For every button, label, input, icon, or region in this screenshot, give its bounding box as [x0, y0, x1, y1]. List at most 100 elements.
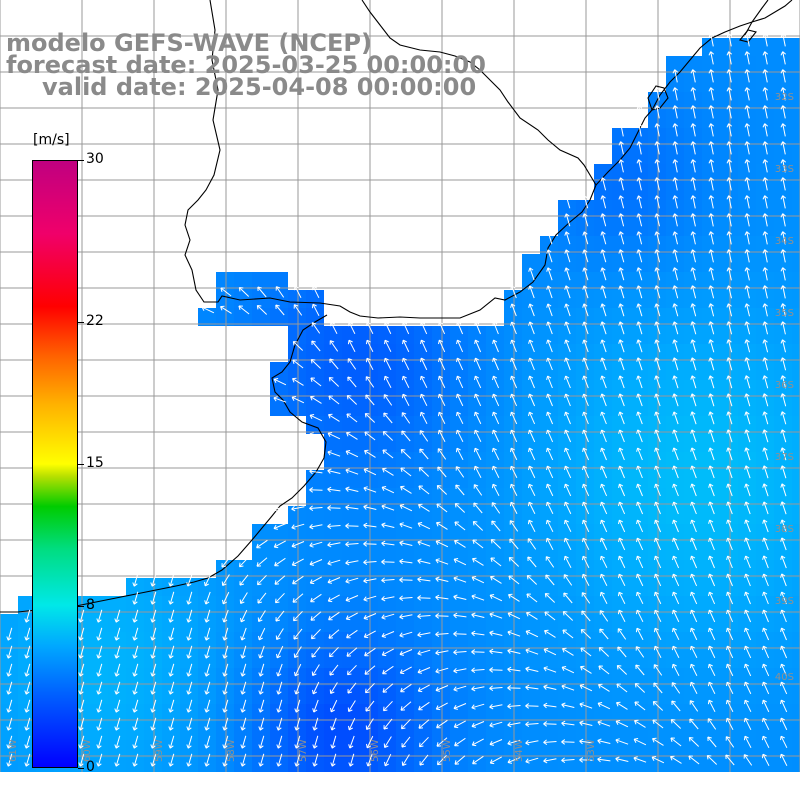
- wind-speed-cell: [540, 236, 558, 254]
- wind-arrow: [546, 483, 554, 497]
- wind-speed-cell: [486, 596, 504, 614]
- wind-arrow: [419, 411, 428, 425]
- wind-arrow: [672, 483, 679, 497]
- wind-arrow: [132, 681, 139, 695]
- wind-arrow: [618, 393, 625, 407]
- wind-arrow: [672, 87, 679, 101]
- wind-arrow: [472, 521, 484, 531]
- wind-speed-cell: [774, 488, 792, 506]
- wind-speed-cell: [558, 740, 576, 758]
- wind-arrow: [327, 450, 341, 457]
- wind-speed-cell: [90, 614, 108, 632]
- wind-speed-cell: [612, 704, 630, 722]
- wind-arrow: [690, 123, 697, 137]
- wind-arrow: [489, 594, 503, 602]
- wind-speed-cell: [738, 74, 756, 92]
- wind-arrow: [489, 612, 503, 619]
- wind-arrow: [366, 321, 374, 335]
- wind-speed-cell: [342, 632, 360, 650]
- wind-arrow: [670, 755, 682, 764]
- wind-speed-cell: [360, 416, 378, 434]
- wind-arrow: [636, 501, 644, 515]
- wind-speed-cell: [252, 632, 270, 650]
- wind-arrow: [780, 717, 788, 731]
- wind-speed-cell: [198, 614, 216, 632]
- wind-speed-cell: [756, 74, 774, 92]
- wind-speed-cell: [162, 596, 180, 614]
- wind-speed-cell: [756, 524, 774, 542]
- longitude-label: 57W: [298, 739, 309, 762]
- wind-speed-cell: [270, 632, 288, 650]
- wind-speed-cell: [180, 650, 198, 668]
- wind-speed-cell: [90, 758, 108, 776]
- wind-speed-cell: [306, 470, 324, 488]
- wind-speed-cell: [126, 632, 144, 650]
- wind-speed-cell: [558, 758, 576, 776]
- wind-speed-cell: [594, 362, 612, 380]
- wind-speed-cell: [540, 542, 558, 560]
- wind-speed-cell: [684, 632, 702, 650]
- wind-speed-cell: [594, 164, 612, 182]
- wind-arrow: [708, 573, 716, 587]
- wind-speed-cell: [684, 290, 702, 308]
- wind-arrow: [618, 357, 625, 371]
- wind-speed-cell: [360, 650, 378, 668]
- wind-speed-cell: [504, 344, 522, 362]
- wind-arrow: [220, 287, 232, 297]
- wind-speed-cell: [774, 218, 792, 236]
- wind-speed-cell: [324, 488, 342, 506]
- wind-arrow: [618, 465, 625, 479]
- wind-speed-cell: [396, 614, 414, 632]
- wind-speed-cell: [702, 218, 720, 236]
- wind-speed-cell: [216, 578, 234, 596]
- wind-speed-cell: [288, 632, 306, 650]
- wind-speed-cell: [612, 524, 630, 542]
- wind-arrow: [708, 645, 716, 659]
- wind-arrow: [150, 609, 157, 623]
- wind-arrow: [762, 105, 769, 119]
- wind-arrow: [222, 681, 229, 695]
- wind-arrow: [654, 573, 662, 587]
- wind-speed-cell: [684, 704, 702, 722]
- wind-speed-cell: [234, 686, 252, 704]
- wind-speed-cell: [288, 506, 306, 524]
- wind-speed-cell: [756, 362, 774, 380]
- wind-speed-cell: [216, 758, 234, 776]
- wind-speed-cell: [126, 758, 144, 776]
- wind-arrow: [168, 591, 175, 605]
- wind-arrow: [510, 447, 518, 461]
- wind-speed-cell: [630, 722, 648, 740]
- wind-arrow: [582, 429, 589, 443]
- wind-speed-cell: [612, 632, 630, 650]
- wind-speed-cell: [648, 146, 666, 164]
- wind-arrow: [672, 465, 679, 479]
- wind-speed-cell: [738, 362, 756, 380]
- wind-speed-cell: [792, 182, 800, 200]
- wind-arrow: [636, 123, 643, 137]
- wind-speed-cell: [378, 686, 396, 704]
- wind-arrow: [654, 411, 661, 425]
- wind-arrow: [256, 557, 268, 567]
- wind-arrow: [780, 537, 787, 551]
- wind-arrow: [636, 465, 643, 479]
- wind-arrow: [345, 523, 359, 529]
- wind-arrow: [471, 738, 484, 747]
- wind-arrow: [652, 737, 664, 746]
- wind-arrow: [708, 591, 716, 605]
- wind-speed-cell: [594, 542, 612, 560]
- wind-speed-cell: [288, 578, 306, 596]
- wind-speed-cell: [558, 614, 576, 632]
- wind-speed-cell: [540, 254, 558, 272]
- wind-speed-cell: [630, 578, 648, 596]
- wind-arrow: [636, 447, 643, 461]
- wind-arrow: [435, 649, 449, 656]
- wind-arrow: [311, 303, 320, 317]
- wind-arrow: [708, 555, 715, 569]
- wind-speed-cell: [342, 740, 360, 758]
- wind-speed-cell: [0, 740, 18, 758]
- wind-arrow: [690, 483, 697, 497]
- wind-speed-cell: [450, 488, 468, 506]
- wind-arrow: [276, 735, 283, 749]
- wind-arrow: [201, 306, 215, 314]
- wind-arrow: [96, 663, 103, 677]
